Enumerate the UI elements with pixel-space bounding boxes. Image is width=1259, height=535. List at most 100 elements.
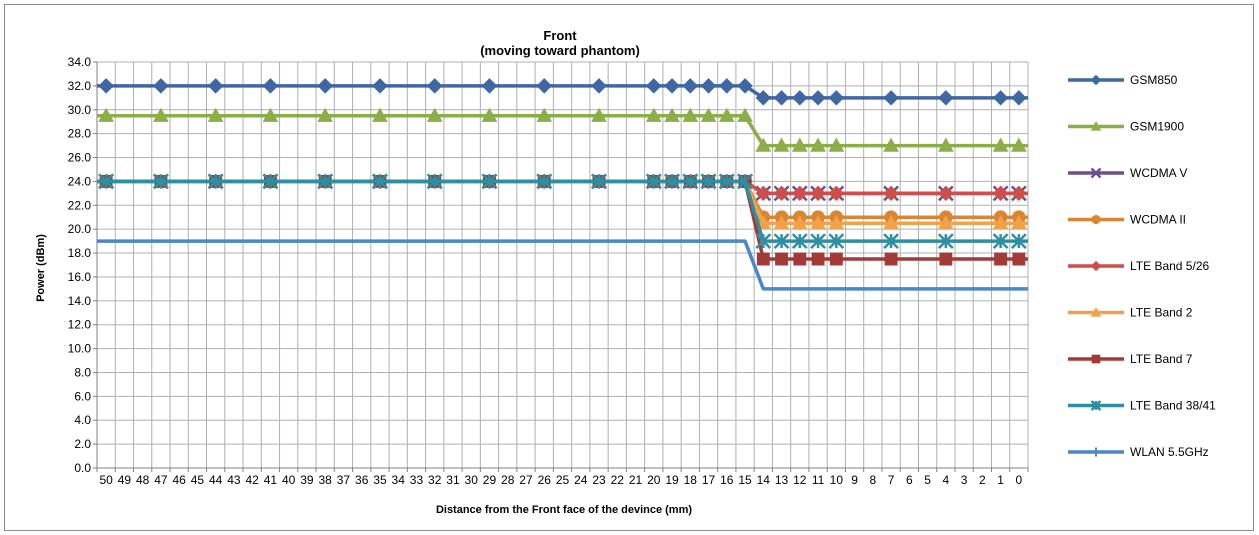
legend-label: LTE Band 7 — [1130, 352, 1193, 366]
data-point — [737, 173, 753, 190]
x-tick-label: 50 — [99, 473, 113, 487]
data-point — [536, 107, 553, 122]
data-point — [207, 173, 224, 190]
x-tick-label: 14 — [757, 473, 771, 487]
data-point — [994, 252, 1008, 266]
data-point — [1011, 215, 1027, 230]
data-point — [1010, 233, 1027, 250]
data-point — [1090, 167, 1102, 179]
x-tick-label: 0 — [1016, 473, 1023, 487]
data-point — [153, 173, 169, 190]
data-point — [372, 78, 388, 94]
series-gsm850 — [97, 78, 1028, 106]
x-tick-label: 24 — [574, 473, 588, 487]
data-point — [828, 233, 845, 250]
x-tick-label: 2 — [979, 473, 986, 487]
x-tick-label: 36 — [355, 473, 369, 487]
data-point — [664, 107, 680, 122]
x-tick-label: 26 — [538, 473, 552, 487]
data-point — [938, 185, 954, 202]
data-point — [992, 185, 1009, 202]
data-point — [1090, 74, 1102, 86]
data-point — [591, 173, 607, 190]
data-point — [1090, 260, 1102, 272]
data-point — [829, 252, 843, 266]
x-tick-label: 15 — [738, 473, 752, 487]
legend-item: LTE Band 38/41 — [1068, 399, 1216, 413]
data-point — [810, 137, 826, 152]
x-tick-label: 37 — [337, 473, 351, 487]
data-point — [372, 173, 388, 190]
data-point — [1012, 252, 1026, 266]
y-tick-label: 30.0 — [68, 103, 92, 117]
x-tick-label: 13 — [775, 473, 789, 487]
data-point — [755, 137, 772, 152]
x-tick-label: 29 — [483, 473, 497, 487]
data-point — [718, 107, 735, 122]
data-point — [737, 107, 753, 122]
data-point — [645, 173, 662, 190]
data-point — [591, 78, 607, 94]
data-point — [536, 78, 552, 94]
x-tick-label: 28 — [501, 473, 515, 487]
data-point — [98, 78, 114, 94]
legend-item: LTE Band 5/26 — [1068, 259, 1209, 273]
x-tick-label: 8 — [869, 473, 876, 487]
x-tick-label: 23 — [592, 473, 606, 487]
x-tick-label: 18 — [684, 473, 698, 487]
x-tick-label: 17 — [702, 473, 716, 487]
x-tick-label: 34 — [392, 473, 406, 487]
data-point — [481, 173, 498, 190]
data-point — [317, 78, 333, 94]
data-point — [207, 78, 224, 94]
data-point — [828, 185, 845, 202]
data-point — [773, 90, 790, 106]
legend-label: LTE Band 5/26 — [1130, 259, 1209, 273]
data-point — [773, 185, 790, 202]
data-point — [792, 90, 808, 106]
data-point — [700, 173, 717, 190]
data-point — [98, 107, 114, 122]
data-point — [773, 233, 790, 250]
data-point — [262, 107, 279, 122]
data-point — [992, 90, 1009, 106]
x-tick-label: 27 — [519, 473, 533, 487]
data-point — [992, 215, 1009, 230]
x-tick-label: 31 — [446, 473, 460, 487]
x-tick-label: 39 — [300, 473, 314, 487]
data-point — [755, 233, 772, 250]
x-tick-label: 16 — [720, 473, 734, 487]
legend-label: GSM850 — [1130, 73, 1178, 87]
data-point — [756, 252, 770, 266]
y-tick-label: 2.0 — [74, 437, 91, 451]
legend-item: WLAN 5.5GHz — [1068, 445, 1209, 459]
y-tick-label: 28.0 — [68, 127, 92, 141]
data-point — [718, 173, 735, 190]
data-point — [153, 78, 169, 94]
data-point — [810, 90, 826, 106]
y-axis-label: Power (dBm) — [35, 234, 47, 302]
y-tick-label: 20.0 — [68, 222, 92, 236]
series-gsm1900 — [97, 107, 1028, 152]
y-tick-label: 26.0 — [68, 151, 92, 165]
data-point — [1091, 214, 1101, 225]
data-point — [700, 78, 717, 94]
series-layer — [97, 78, 1028, 291]
x-tick-label: 46 — [172, 473, 186, 487]
x-tick-label: 5 — [924, 473, 931, 487]
series-wlan-5-5ghz — [97, 239, 1028, 291]
x-tick-label: 11 — [812, 473, 825, 487]
x-tick-label: 21 — [629, 473, 643, 487]
data-point — [1011, 185, 1027, 202]
x-tick-label: 42 — [245, 473, 259, 487]
data-point — [262, 78, 279, 94]
x-tick-label: 9 — [851, 473, 858, 487]
data-point — [317, 173, 334, 190]
data-point — [755, 90, 772, 106]
x-tick-label: 44 — [209, 473, 223, 487]
data-point — [664, 173, 680, 190]
series-line — [97, 113, 1028, 148]
x-tick-label: 22 — [611, 473, 625, 487]
data-point — [1011, 90, 1027, 106]
